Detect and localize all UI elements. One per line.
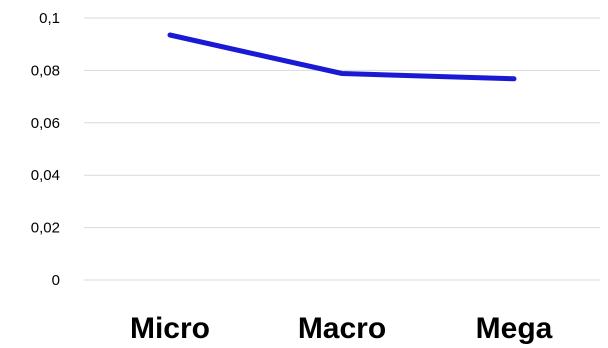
y-axis-tick-labels: 0 0,02 0,04 0,06 0,08 0,1	[31, 10, 60, 289]
series-lines	[167, 32, 517, 82]
y-tick-label: 0,1	[39, 10, 60, 27]
x-category-label: Mega	[476, 312, 553, 345]
y-tick-label: 0,04	[31, 167, 60, 184]
x-axis-category-labels: Micro Macro Mega	[130, 312, 553, 345]
gridlines	[84, 17, 600, 281]
series-line	[167, 32, 517, 82]
x-category-label: Micro	[130, 312, 210, 345]
y-tick-label: 0,02	[31, 220, 60, 237]
y-tick-label: 0	[52, 272, 60, 289]
y-tick-label: 0,06	[31, 115, 60, 132]
x-category-label: Macro	[298, 312, 386, 345]
y-tick-label: 0,08	[31, 62, 60, 79]
